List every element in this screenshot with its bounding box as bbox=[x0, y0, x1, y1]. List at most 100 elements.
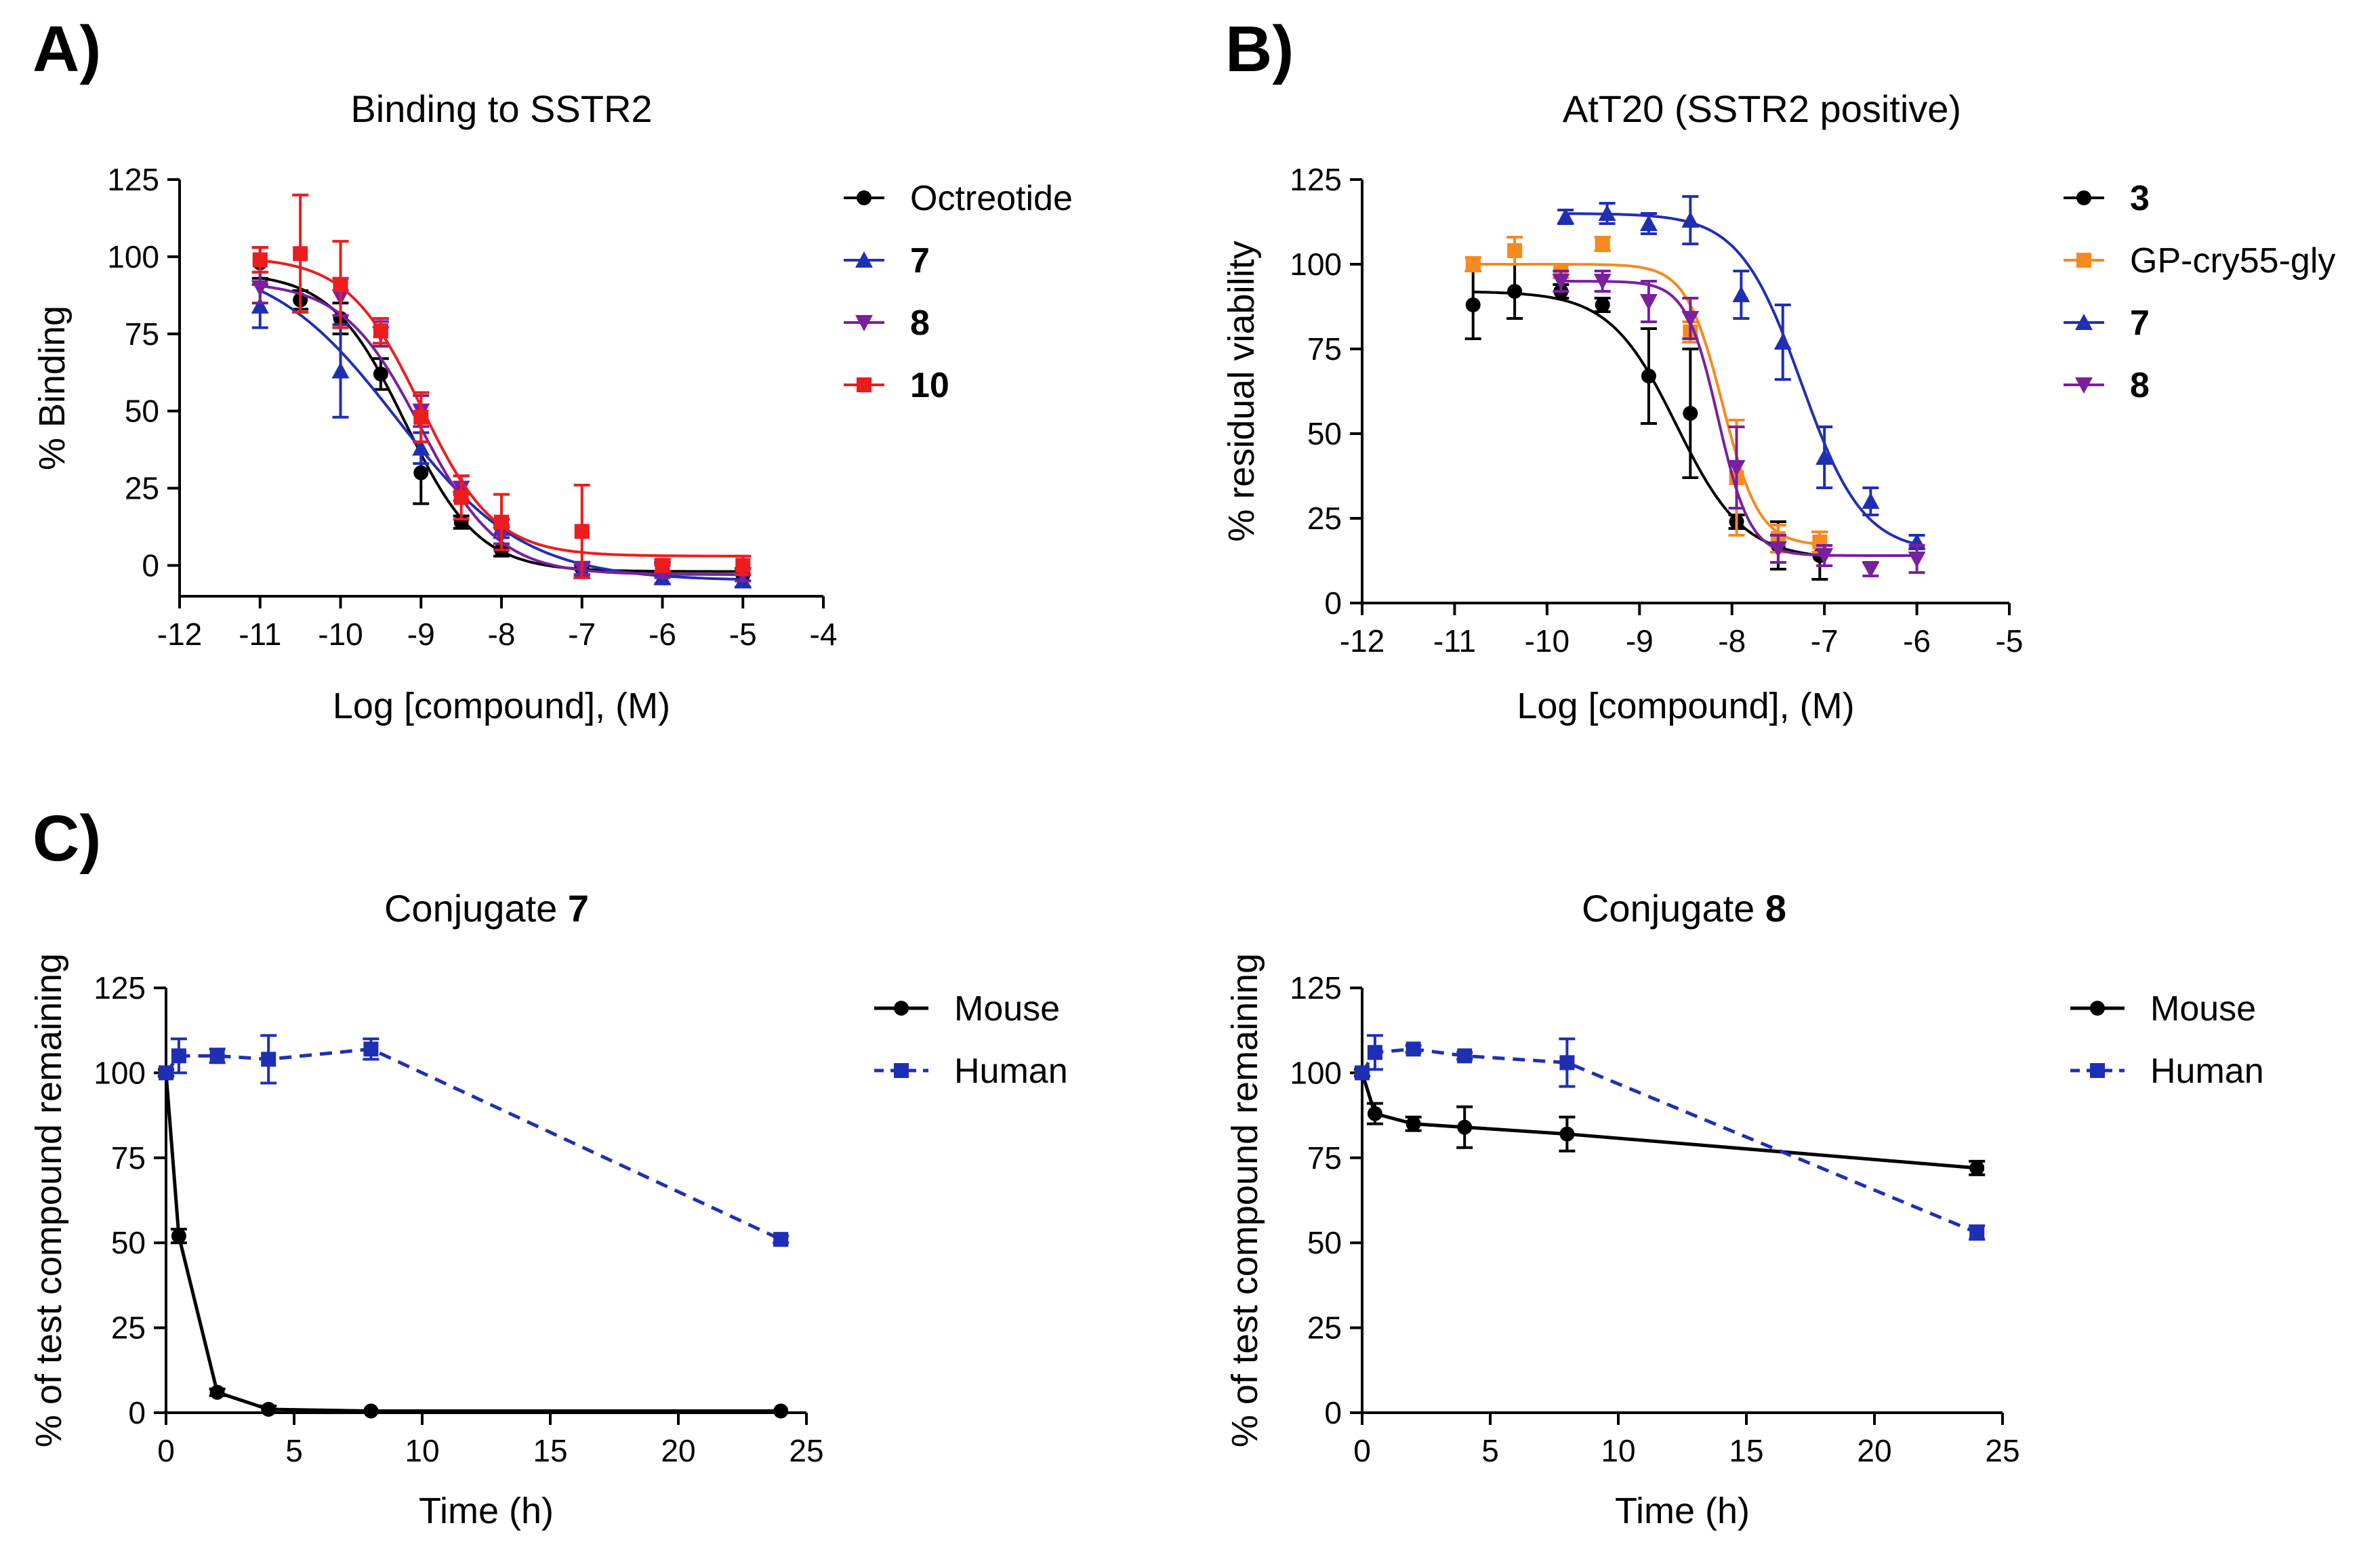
legend-label: Mouse bbox=[954, 989, 1060, 1029]
data-point bbox=[1683, 406, 1698, 421]
x-tick-label: -10 bbox=[1525, 623, 1569, 659]
data-point bbox=[655, 558, 670, 573]
data-point bbox=[412, 439, 430, 456]
x-tick-label: -5 bbox=[729, 617, 757, 652]
x-tick-label: -8 bbox=[1718, 623, 1746, 659]
data-point bbox=[209, 1384, 225, 1400]
fit-curve bbox=[1561, 280, 1917, 557]
data-point bbox=[1969, 1160, 1985, 1176]
series-mouse bbox=[158, 1065, 789, 1419]
data-point bbox=[333, 276, 348, 292]
y-tick-label: 125 bbox=[1290, 970, 1342, 1005]
data-point bbox=[1507, 243, 1523, 258]
data-point bbox=[773, 1403, 789, 1419]
data-point bbox=[494, 514, 509, 530]
data-point bbox=[293, 246, 308, 262]
data-point bbox=[1457, 1119, 1473, 1135]
x-axis-label: Time (h) bbox=[1615, 1491, 1750, 1531]
x-tick-label: 5 bbox=[1481, 1433, 1499, 1468]
data-point bbox=[261, 1401, 276, 1417]
x-tick-label: -5 bbox=[1996, 623, 2024, 659]
x-tick-label: 25 bbox=[1985, 1433, 2019, 1468]
data-point bbox=[252, 252, 268, 268]
data-point bbox=[1595, 236, 1610, 251]
y-tick-label: 75 bbox=[125, 316, 159, 352]
legend-marker bbox=[894, 1063, 909, 1078]
y-tick-label: 125 bbox=[94, 970, 146, 1005]
x-tick-label: 20 bbox=[1857, 1433, 1891, 1468]
data-point bbox=[773, 1232, 789, 1247]
chart-title-text: Binding to SSTR2 bbox=[350, 87, 652, 130]
data-point bbox=[1355, 1065, 1370, 1081]
y-tick-label: 75 bbox=[1307, 331, 1342, 367]
series-human bbox=[1355, 1034, 1986, 1241]
data-point bbox=[363, 1403, 379, 1419]
y-axis-label: % of test compound remaining bbox=[28, 953, 69, 1447]
data-point bbox=[1732, 286, 1750, 302]
x-tick-label: -9 bbox=[1626, 623, 1654, 659]
data-point bbox=[1815, 449, 1834, 465]
y-tick-label: 25 bbox=[125, 471, 159, 506]
y-tick-label: 100 bbox=[107, 239, 159, 274]
y-axis-label: % of test compound remaining bbox=[1225, 953, 1265, 1447]
y-tick-label: 75 bbox=[111, 1140, 146, 1176]
panel-letter-c: C) bbox=[33, 802, 101, 875]
x-tick-label: -11 bbox=[239, 617, 281, 652]
x-axis-label: Time (h) bbox=[419, 1491, 554, 1531]
data-point bbox=[1557, 208, 1575, 224]
series-line bbox=[165, 1047, 782, 1241]
fit-curve bbox=[1565, 212, 1918, 546]
x-tick-label: 15 bbox=[1729, 1433, 1763, 1468]
x-tick-label: -6 bbox=[649, 617, 676, 652]
data-point bbox=[1406, 1116, 1421, 1132]
data-point bbox=[1507, 284, 1523, 299]
chart-att20-viability: AtT20 (SSTR2 positive) 0 25 50 75 100 125 -12 -1… bbox=[1221, 87, 2335, 726]
data-point bbox=[1406, 1041, 1421, 1057]
y-tick-label: 50 bbox=[125, 394, 159, 429]
x-tick-label: -7 bbox=[568, 617, 596, 652]
x-tick-label: -7 bbox=[1811, 623, 1839, 659]
x-tick-label: 10 bbox=[1601, 1433, 1635, 1468]
data-point bbox=[1367, 1045, 1382, 1060]
y-tick-label: 50 bbox=[1307, 416, 1342, 451]
data-point bbox=[1595, 297, 1610, 312]
legend-marker bbox=[2090, 1001, 2105, 1016]
data-point bbox=[1552, 274, 1570, 290]
chart-title-bold: 8 bbox=[1765, 887, 1786, 930]
x-tick-label: 10 bbox=[405, 1433, 439, 1468]
data-point bbox=[1367, 1106, 1382, 1121]
data-point bbox=[1862, 562, 1880, 578]
data-point bbox=[373, 323, 388, 339]
x-axis-label: Log [compound], (M) bbox=[1517, 686, 1854, 726]
x-tick-label: 5 bbox=[285, 1433, 303, 1468]
y-tick-label: 125 bbox=[1290, 162, 1342, 197]
chart-title: AtT20 (SSTR2 positive) bbox=[1563, 87, 1961, 130]
y-tick-label: 100 bbox=[94, 1055, 146, 1090]
legend-label: 10 bbox=[910, 366, 949, 405]
legend-marker bbox=[857, 190, 871, 205]
chart-conjugate-7-stability: Conjugate 7 0 25 50 75 100 125 0 5 10 15 20 25 Time (… bbox=[28, 887, 1068, 1531]
x-tick-label: -11 bbox=[1433, 623, 1476, 659]
legend-label: 8 bbox=[910, 304, 930, 343]
y-tick-label: 0 bbox=[128, 1395, 146, 1430]
data-point bbox=[251, 280, 269, 297]
chart-title: Conjugate 8 bbox=[1582, 887, 1786, 930]
data-point bbox=[1639, 215, 1658, 231]
legend-marker bbox=[855, 315, 873, 331]
x-tick-label: -10 bbox=[318, 617, 363, 652]
x-tick-label: -12 bbox=[157, 617, 202, 652]
legend-marker bbox=[2090, 1063, 2105, 1078]
y-tick-label: 75 bbox=[1307, 1140, 1342, 1176]
x-tick-label: 0 bbox=[1353, 1433, 1371, 1468]
y-tick-label: 125 bbox=[107, 162, 159, 197]
chart-title-text: Conjugate bbox=[1582, 887, 1765, 930]
legend-marker bbox=[2076, 190, 2091, 205]
data-point bbox=[413, 465, 429, 480]
y-tick-label: 100 bbox=[1290, 1055, 1342, 1090]
y-tick-label: 0 bbox=[142, 547, 159, 583]
y-tick-label: 100 bbox=[1290, 247, 1342, 282]
legend-label: 8 bbox=[2130, 366, 2150, 405]
data-point bbox=[1908, 552, 1926, 568]
chart-title-text: AtT20 (SSTR2 positive) bbox=[1563, 87, 1961, 130]
x-tick-label: -12 bbox=[1340, 623, 1384, 659]
